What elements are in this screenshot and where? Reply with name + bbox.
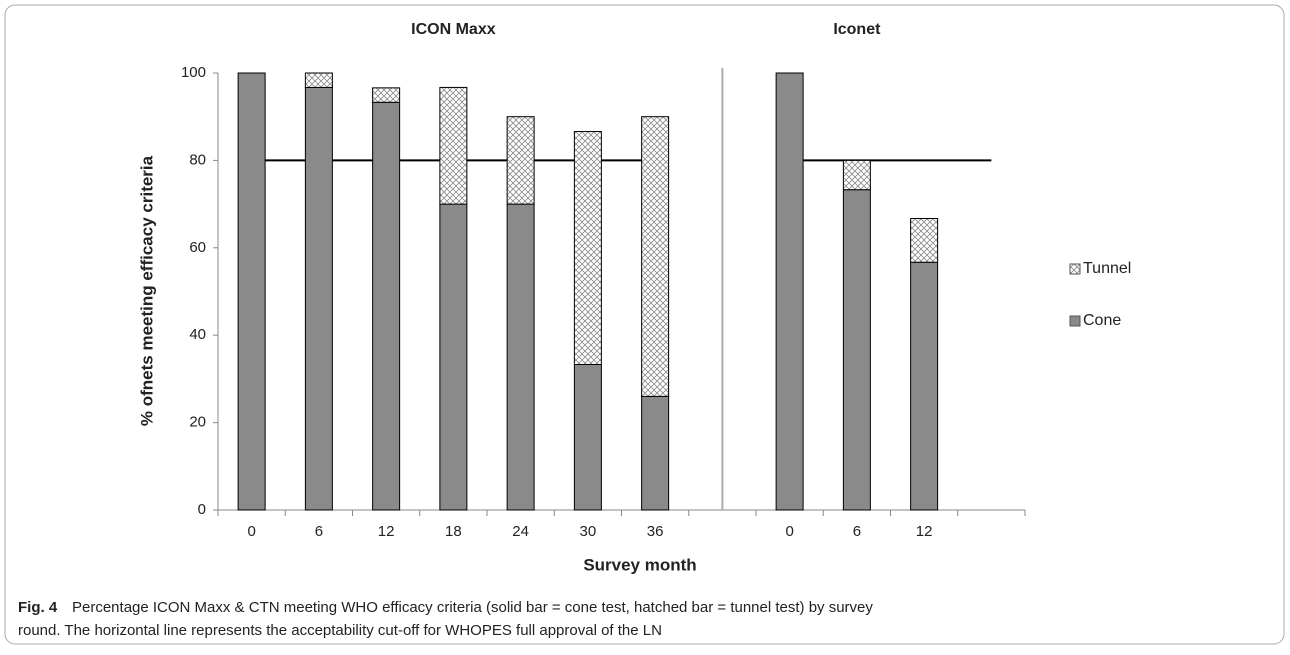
tunnel-bar [842,159,871,191]
legend-swatch [1069,315,1081,327]
cone-bar [304,86,333,511]
x-tick-label: 30 [580,523,597,540]
panel-title: ICON Maxx [411,21,496,38]
x-tick-label: 18 [445,523,462,540]
x-tick-label: 6 [315,523,323,540]
tunnel-bar [372,87,401,103]
x-tick-label: 24 [512,523,529,540]
cone-bar [439,203,468,511]
cone-bar [842,189,871,511]
cone-bar [372,101,401,511]
x-tick-label: 0 [785,523,793,540]
y-axis-label: % ofnets meeting efficacy criteria [137,155,156,426]
y-tick-label: 80 [189,151,206,168]
tunnel-bar [304,72,333,88]
cone-bar [910,261,939,511]
y-tick-label: 20 [189,414,206,431]
tunnel-bar [641,116,670,397]
panel-title: Iconet [833,21,881,38]
y-tick-label: 100 [181,64,206,81]
cone-bar [775,72,804,511]
cone-bar [506,203,535,511]
tunnel-bar [506,116,535,205]
y-tick-label: 0 [198,501,206,518]
tunnel-bar [439,86,468,205]
x-tick-label: 12 [378,523,395,540]
cone-bar [237,72,266,511]
cone-bar [641,395,670,511]
y-tick-label: 60 [189,239,206,256]
x-tick-label: 12 [916,523,933,540]
x-axis-label: Survey month [583,555,696,574]
x-tick-label: 0 [247,523,255,540]
y-tick-label: 40 [189,326,206,343]
tunnel-bar [573,131,602,365]
x-tick-label: 6 [853,523,861,540]
x-tick-label: 36 [647,523,664,540]
caption-text-1: Percentage ICON Maxx & CTN meeting WHO e… [72,599,873,616]
tunnel-bar [910,218,939,263]
legend-label: Cone [1083,312,1121,329]
legend-swatch [1069,263,1081,275]
legend-label: Tunnel [1083,260,1131,277]
cone-bar [573,363,602,511]
caption-label: Fig. 4 [18,599,58,616]
frame [4,4,1285,645]
caption-text-2: round. The horizontal line represents th… [18,622,662,639]
